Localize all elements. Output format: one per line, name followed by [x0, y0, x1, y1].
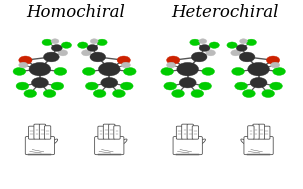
Ellipse shape: [241, 139, 250, 146]
Circle shape: [29, 62, 51, 76]
Circle shape: [191, 52, 207, 62]
Circle shape: [273, 67, 285, 75]
FancyBboxPatch shape: [34, 124, 40, 139]
Circle shape: [13, 67, 26, 75]
Circle shape: [93, 90, 106, 98]
Circle shape: [167, 56, 180, 64]
FancyBboxPatch shape: [45, 126, 51, 139]
Circle shape: [90, 39, 98, 44]
FancyBboxPatch shape: [253, 124, 259, 139]
Circle shape: [243, 90, 255, 98]
Circle shape: [61, 42, 72, 48]
FancyBboxPatch shape: [173, 136, 202, 155]
FancyBboxPatch shape: [39, 124, 46, 139]
Circle shape: [232, 67, 245, 75]
Circle shape: [19, 62, 28, 68]
Circle shape: [90, 52, 106, 62]
FancyBboxPatch shape: [28, 126, 35, 139]
FancyBboxPatch shape: [98, 126, 104, 139]
FancyBboxPatch shape: [109, 124, 115, 139]
Circle shape: [235, 82, 248, 90]
Circle shape: [167, 62, 176, 68]
Circle shape: [123, 67, 136, 75]
Ellipse shape: [118, 139, 127, 146]
Circle shape: [24, 90, 37, 98]
Circle shape: [82, 67, 95, 75]
Circle shape: [113, 90, 125, 98]
Circle shape: [172, 90, 185, 98]
Circle shape: [266, 56, 280, 64]
Circle shape: [199, 45, 210, 51]
Circle shape: [78, 42, 88, 48]
FancyBboxPatch shape: [103, 124, 110, 139]
Circle shape: [164, 82, 177, 90]
FancyBboxPatch shape: [176, 126, 183, 139]
Circle shape: [54, 67, 67, 75]
FancyBboxPatch shape: [244, 136, 273, 155]
Circle shape: [44, 52, 59, 62]
FancyBboxPatch shape: [192, 126, 198, 139]
Circle shape: [98, 62, 120, 76]
Circle shape: [58, 50, 68, 56]
FancyBboxPatch shape: [114, 126, 120, 139]
Circle shape: [248, 62, 269, 76]
Circle shape: [240, 39, 248, 44]
Circle shape: [120, 82, 133, 90]
Circle shape: [97, 39, 107, 46]
Circle shape: [87, 45, 98, 51]
Ellipse shape: [197, 139, 205, 146]
Circle shape: [117, 56, 130, 64]
FancyBboxPatch shape: [182, 124, 188, 139]
Circle shape: [161, 67, 174, 75]
Circle shape: [250, 77, 267, 88]
FancyBboxPatch shape: [95, 136, 124, 155]
Ellipse shape: [49, 139, 58, 146]
Circle shape: [16, 82, 29, 90]
Circle shape: [177, 62, 198, 76]
Circle shape: [51, 39, 59, 44]
Circle shape: [246, 39, 256, 46]
Circle shape: [191, 90, 204, 98]
FancyBboxPatch shape: [187, 124, 193, 139]
Text: Homochiral: Homochiral: [27, 4, 125, 21]
Circle shape: [179, 77, 196, 88]
Circle shape: [271, 62, 280, 68]
Circle shape: [239, 52, 255, 62]
FancyBboxPatch shape: [258, 124, 265, 139]
Circle shape: [82, 50, 91, 56]
Circle shape: [227, 42, 237, 48]
Circle shape: [199, 39, 207, 44]
Circle shape: [190, 39, 200, 46]
Circle shape: [52, 45, 62, 51]
Circle shape: [42, 39, 52, 46]
Circle shape: [209, 42, 219, 48]
Circle shape: [51, 82, 64, 90]
Circle shape: [85, 82, 98, 90]
FancyBboxPatch shape: [248, 126, 254, 139]
Circle shape: [199, 82, 211, 90]
Circle shape: [206, 50, 215, 56]
Circle shape: [43, 90, 56, 98]
FancyBboxPatch shape: [25, 136, 55, 155]
Circle shape: [270, 82, 282, 90]
Text: Heterochiral: Heterochiral: [171, 4, 279, 21]
FancyBboxPatch shape: [264, 126, 270, 139]
Circle shape: [19, 56, 32, 64]
Circle shape: [32, 77, 48, 88]
Circle shape: [101, 77, 118, 88]
Circle shape: [262, 90, 275, 98]
Circle shape: [231, 50, 241, 56]
Circle shape: [121, 62, 130, 68]
Circle shape: [236, 45, 247, 51]
Circle shape: [202, 67, 215, 75]
